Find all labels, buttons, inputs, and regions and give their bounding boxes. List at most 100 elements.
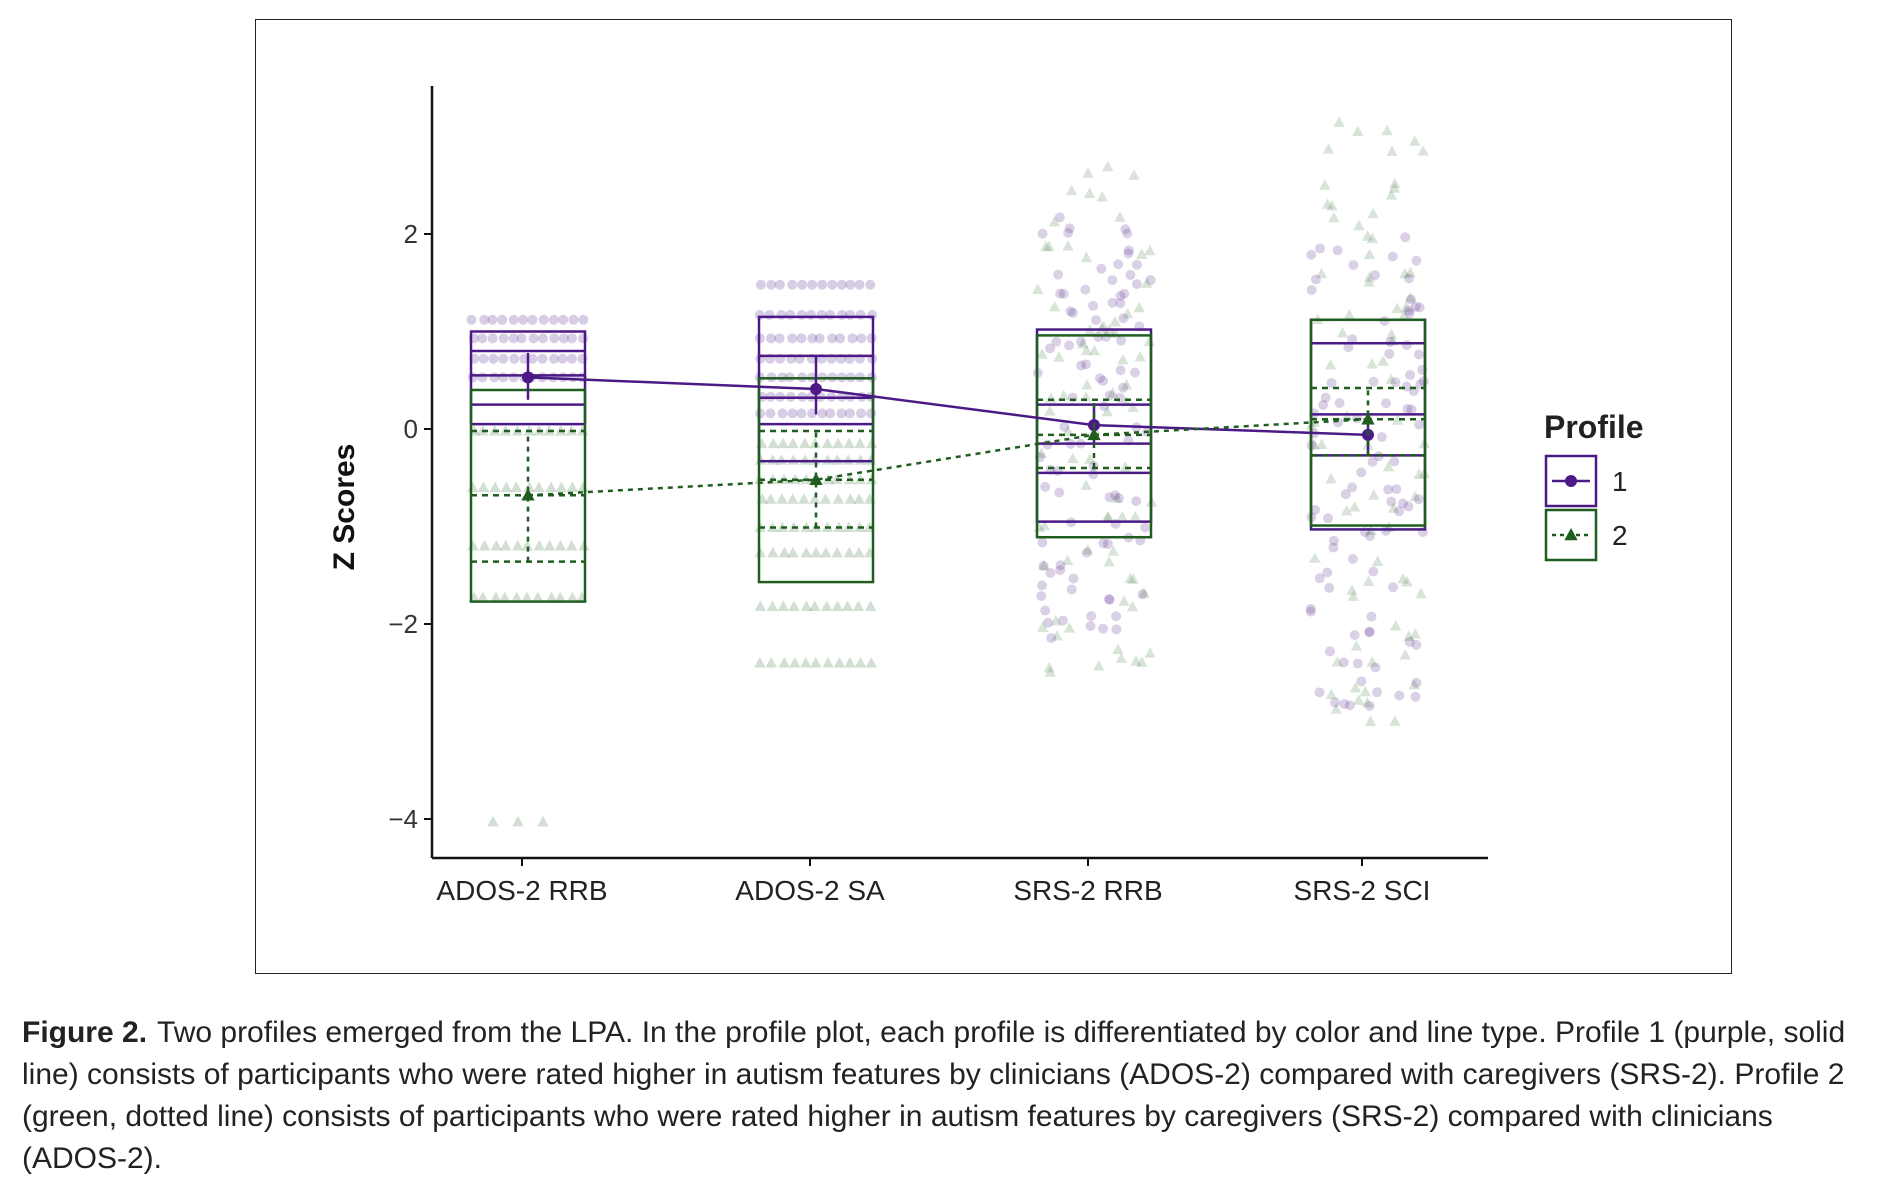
jitter-point-profile-1 xyxy=(1404,308,1415,319)
jitter-point-profile-1 xyxy=(1111,611,1122,622)
jitter-point-profile-2 xyxy=(778,657,790,668)
jitter-point-profile-2 xyxy=(1101,405,1113,417)
jitter-point-profile-1 xyxy=(845,309,856,320)
jitter-point-profile-2 xyxy=(810,657,822,668)
jitter-point-profile-1 xyxy=(1318,400,1329,411)
box-profile-2 xyxy=(1035,334,1153,539)
jitter-point-profile-1 xyxy=(1364,700,1375,711)
jitter-point-profile-1 xyxy=(1344,700,1355,711)
jitter-point-profile-1 xyxy=(508,314,519,325)
jitter-point-profile-2 xyxy=(1391,302,1403,313)
jitter-point-profile-2 xyxy=(1330,703,1342,714)
jitter-point-profile-1 xyxy=(1085,620,1096,631)
jitter-point-profile-1 xyxy=(836,408,847,419)
jitter-point-profile-2 xyxy=(1050,614,1062,626)
jitter-point-profile-1 xyxy=(1343,342,1354,353)
jitter-point-profile-1 xyxy=(1413,349,1424,360)
x-tick-label: ADOS-2 SA xyxy=(735,875,885,906)
mean-marker-profile-2 xyxy=(1087,427,1101,441)
jitter-point-profile-1 xyxy=(1414,302,1425,313)
jitter-point-profile-1 xyxy=(1330,697,1341,708)
box-profile-2 xyxy=(1309,318,1427,527)
jitter-point-profile-2 xyxy=(854,454,867,465)
jitter-point-profile-1 xyxy=(1096,263,1107,274)
jitter-point-profile-1 xyxy=(498,353,509,364)
jitter-point-profile-1 xyxy=(538,314,549,325)
jitter-point-profile-2 xyxy=(1051,629,1063,641)
jitter-point-profile-2 xyxy=(853,493,865,504)
profile-lines xyxy=(521,352,1375,562)
jitter-point-profile-2 xyxy=(1045,392,1057,403)
jitter-point-profile-2 xyxy=(831,600,844,611)
jitter-point-profile-2 xyxy=(833,657,846,668)
jitter-point-profile-1 xyxy=(1119,288,1130,299)
jitter-point-profile-1 xyxy=(578,333,589,344)
jitter-point-profile-2 xyxy=(810,546,822,558)
jitter-point-profile-1 xyxy=(1125,269,1136,280)
jitter-point-profile-1 xyxy=(1131,259,1142,270)
legend-title: Profile xyxy=(1544,409,1644,445)
jitter-point-profile-2 xyxy=(1363,271,1376,282)
jitter-point-profile-2 xyxy=(1415,587,1427,599)
jitter-point-profile-1 xyxy=(1388,582,1399,593)
box-profile-1 xyxy=(469,330,587,426)
jitter-point-profile-2 xyxy=(467,481,479,492)
jitter-point-profile-1 xyxy=(1405,369,1416,380)
jitter-point-profile-2 xyxy=(1350,640,1363,651)
jitter-point-profile-1 xyxy=(1058,288,1069,299)
jitter-point-profile-2 xyxy=(1366,358,1378,369)
jitter-point-profile-2 xyxy=(865,657,877,668)
jitter-point-profile-2 xyxy=(787,454,800,465)
jitter-point-profile-2 xyxy=(521,540,533,551)
jitter-point-profile-2 xyxy=(1082,167,1094,178)
jitter-point-profile-1 xyxy=(1059,421,1070,432)
y-tick-label: 0 xyxy=(404,414,418,444)
jitter-point-profile-1 xyxy=(825,309,836,320)
jitter-point-profile-2 xyxy=(1111,492,1123,503)
mean-marker-profile-1 xyxy=(810,383,822,396)
jitter-point-profile-2 xyxy=(500,481,513,492)
jitter-point-profile-2 xyxy=(1038,519,1051,531)
legend: Profile 1 2 xyxy=(1544,409,1644,562)
jitter-point-profile-2 xyxy=(765,657,777,668)
jitter-point-profile-1 xyxy=(1091,315,1102,326)
jitter-point-profile-2 xyxy=(776,493,788,504)
caption-text: Two profiles emerged from the LPA. In th… xyxy=(22,1016,1846,1175)
jitter-point-profile-2 xyxy=(822,657,834,668)
jitter-point-profile-2 xyxy=(1144,647,1156,658)
jitter-point-profile-2 xyxy=(789,657,801,668)
jitter-point-profile-1 xyxy=(845,279,856,290)
jitter-point-profile-2 xyxy=(1112,643,1124,655)
jitter-point-profile-2 xyxy=(477,591,489,603)
jitter-point-profile-1 xyxy=(1347,553,1358,564)
jitter-point-profile-2 xyxy=(754,600,767,611)
jitter-point-profile-2 xyxy=(1325,688,1338,700)
jitter-point-profile-1 xyxy=(787,279,798,290)
jitter-point-profile-2 xyxy=(1061,554,1074,565)
jitter-point-profile-1 xyxy=(1371,687,1382,698)
jitter-point-profile-1 xyxy=(774,279,785,290)
jitter-point-profile-2 xyxy=(832,437,844,449)
jitter-point-profile-1 xyxy=(1118,382,1129,393)
jitter-point-profile-1 xyxy=(1411,677,1422,688)
jitter-point-profile-2 xyxy=(1101,511,1113,523)
jitter-point-profile-1 xyxy=(1401,340,1412,351)
jitter-point-profile-2 xyxy=(1326,200,1338,211)
jitter-point-profile-2 xyxy=(777,437,789,449)
jitter-point-profile-2 xyxy=(1385,328,1398,339)
jitter-point-profile-1 xyxy=(1410,301,1421,312)
jitter-point-profile-2 xyxy=(1140,277,1153,288)
jitter-point-profile-1 xyxy=(1054,487,1065,498)
jitter-point-profile-1 xyxy=(1098,538,1109,549)
jitter-point-profile-1 xyxy=(1037,228,1048,239)
jitter-point-profile-1 xyxy=(1067,307,1078,318)
jitter-point-profile-1 xyxy=(1413,494,1424,505)
jitter-point-profile-1 xyxy=(1055,560,1066,571)
jitter-point-profile-1 xyxy=(1123,245,1134,256)
legend-label-profile-1: 1 xyxy=(1612,466,1628,497)
jitter-point-profile-1 xyxy=(516,333,527,344)
jitter-point-profile-1 xyxy=(787,333,798,344)
jitter-point-profile-2 xyxy=(1348,500,1361,512)
jitter-point-profile-2 xyxy=(1129,510,1142,522)
jitter-point-profile-1 xyxy=(1064,340,1075,351)
